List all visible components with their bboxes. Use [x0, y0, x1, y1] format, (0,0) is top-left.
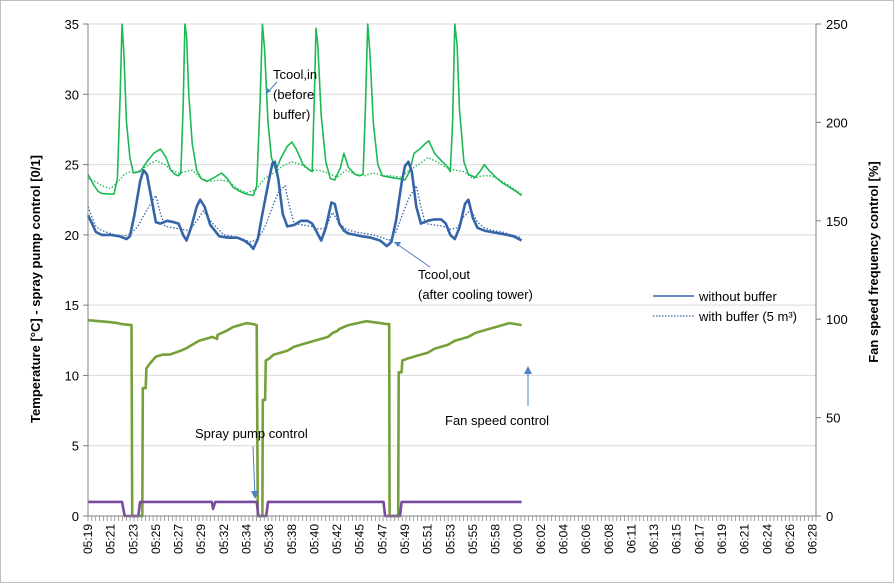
x-tick-label: 05:55 [466, 524, 480, 554]
x-tick-label: 05:58 [489, 524, 503, 554]
annotation-tcool-in-line1: Tcool,in [273, 67, 317, 82]
x-tick-label: 05:32 [217, 524, 231, 554]
series-tcool-out-without [86, 160, 523, 251]
gridlines [88, 23, 816, 447]
annotation-spray-pump-label: Spray pump control [195, 426, 308, 441]
annotation-tcool-in-arrowhead [266, 88, 271, 94]
x-tick-label: 06:15 [670, 524, 684, 554]
y-right-tick-label: 250 [826, 17, 848, 32]
x-tick-label: 06:24 [760, 524, 774, 554]
x-tick-label: 05:45 [353, 524, 367, 554]
x-tick-label: 05:53 [443, 524, 457, 554]
y-axis-left-title: Temperature [°C] - spray pump control [0… [28, 155, 43, 423]
tick-labels: 0 5 10 15 20 25 30 35 0 50 100 150 200 250 05:19 05:21 0… [65, 17, 848, 554]
legend: without buffer with buffer (5 m³) [653, 289, 797, 324]
annotation-tcool-out-arrow [393, 241, 431, 268]
x-tick-label: 05:38 [285, 524, 299, 554]
x-tick-label: 05:34 [240, 524, 254, 554]
x-tick-label: 06:28 [806, 524, 820, 554]
series-tcool-in-without [87, 23, 523, 197]
x-tick-label: 05:25 [149, 524, 163, 554]
annotation-tcool-out-line2: (after cooling tower) [418, 287, 533, 302]
annotation-spray-pump: Spray pump control [195, 426, 308, 499]
annotation-tcool-out-line1: Tcool,out [418, 267, 470, 282]
x-tick-label: 05:42 [330, 524, 344, 554]
annotation-tcool-in-line2: (before [273, 87, 314, 102]
series-tcool-out-with [87, 185, 522, 243]
x-tick-label: 06:06 [579, 524, 593, 554]
x-tick-label: 06:11 [624, 524, 638, 553]
series-fan-speed [87, 318, 522, 518]
x-tick-label: 05:21 [104, 524, 118, 554]
annotation-fan-speed: Fan speed control [445, 366, 549, 428]
x-tick-label: 06:17 [692, 524, 706, 554]
y-left-tick-label: 0 [72, 509, 79, 524]
annotation-tcool-out-arrowhead [394, 242, 401, 247]
annotation-tcool-in: Tcool,in (before buffer) [265, 67, 317, 122]
annotation-fan-speed-label: Fan speed control [445, 413, 549, 428]
x-tick-label: 06:19 [715, 524, 729, 554]
y-left-tick-label: 5 [72, 439, 79, 454]
y-left-tick-label: 10 [65, 368, 79, 383]
axes [83, 23, 821, 521]
x-tick-label: 06:13 [647, 524, 661, 554]
x-tick-label: 06:00 [511, 524, 525, 554]
y-right-tick-label: 200 [826, 115, 848, 130]
x-tick-label: 06:02 [534, 524, 548, 554]
x-tick-label: 06:08 [602, 524, 616, 554]
y-right-tick-label: 100 [826, 312, 848, 327]
annotation-tcool-out: Tcool,out (after cooling tower) [393, 241, 533, 302]
annotation-tcool-in-line3: buffer) [273, 107, 310, 122]
y-left-tick-label: 20 [65, 228, 79, 243]
x-tick-label: 05:29 [194, 524, 208, 554]
x-tick-label: 06:21 [738, 524, 752, 554]
x-tick-label: 06:04 [557, 524, 571, 554]
y-right-tick-label: 0 [826, 509, 833, 524]
x-tick-label: 05:51 [421, 524, 435, 554]
x-tick-label: 05:47 [375, 524, 389, 554]
y-right-tick-label: 150 [826, 214, 848, 229]
y-left-tick-label: 35 [65, 17, 79, 32]
annotation-fan-speed-arrowhead [524, 366, 532, 374]
legend-label-without-buffer: without buffer [698, 289, 777, 304]
y-axis-right-title: Fan speed frequency control [%] [866, 161, 881, 363]
x-tick-label: 05:19 [81, 524, 95, 554]
y-left-tick-label: 25 [65, 158, 79, 173]
x-tick-label: 05:23 [126, 524, 140, 554]
x-tick-label: 05:27 [172, 524, 186, 554]
y-right-tick-label: 50 [826, 411, 840, 426]
annotation-spray-pump-arrowhead [251, 491, 259, 499]
x-tick-label: 06:26 [783, 524, 797, 554]
series-tcool-in-with [87, 156, 522, 195]
annotation-spray-pump-arrow [252, 445, 256, 498]
x-tick-label: 05:40 [307, 524, 321, 554]
y-left-tick-label: 15 [65, 298, 79, 313]
x-tick-label: 05:36 [262, 524, 276, 554]
y-left-tick-label: 30 [65, 87, 79, 102]
x-tick-label: 05:49 [398, 524, 412, 554]
legend-label-with-buffer: with buffer (5 m³) [698, 309, 797, 324]
